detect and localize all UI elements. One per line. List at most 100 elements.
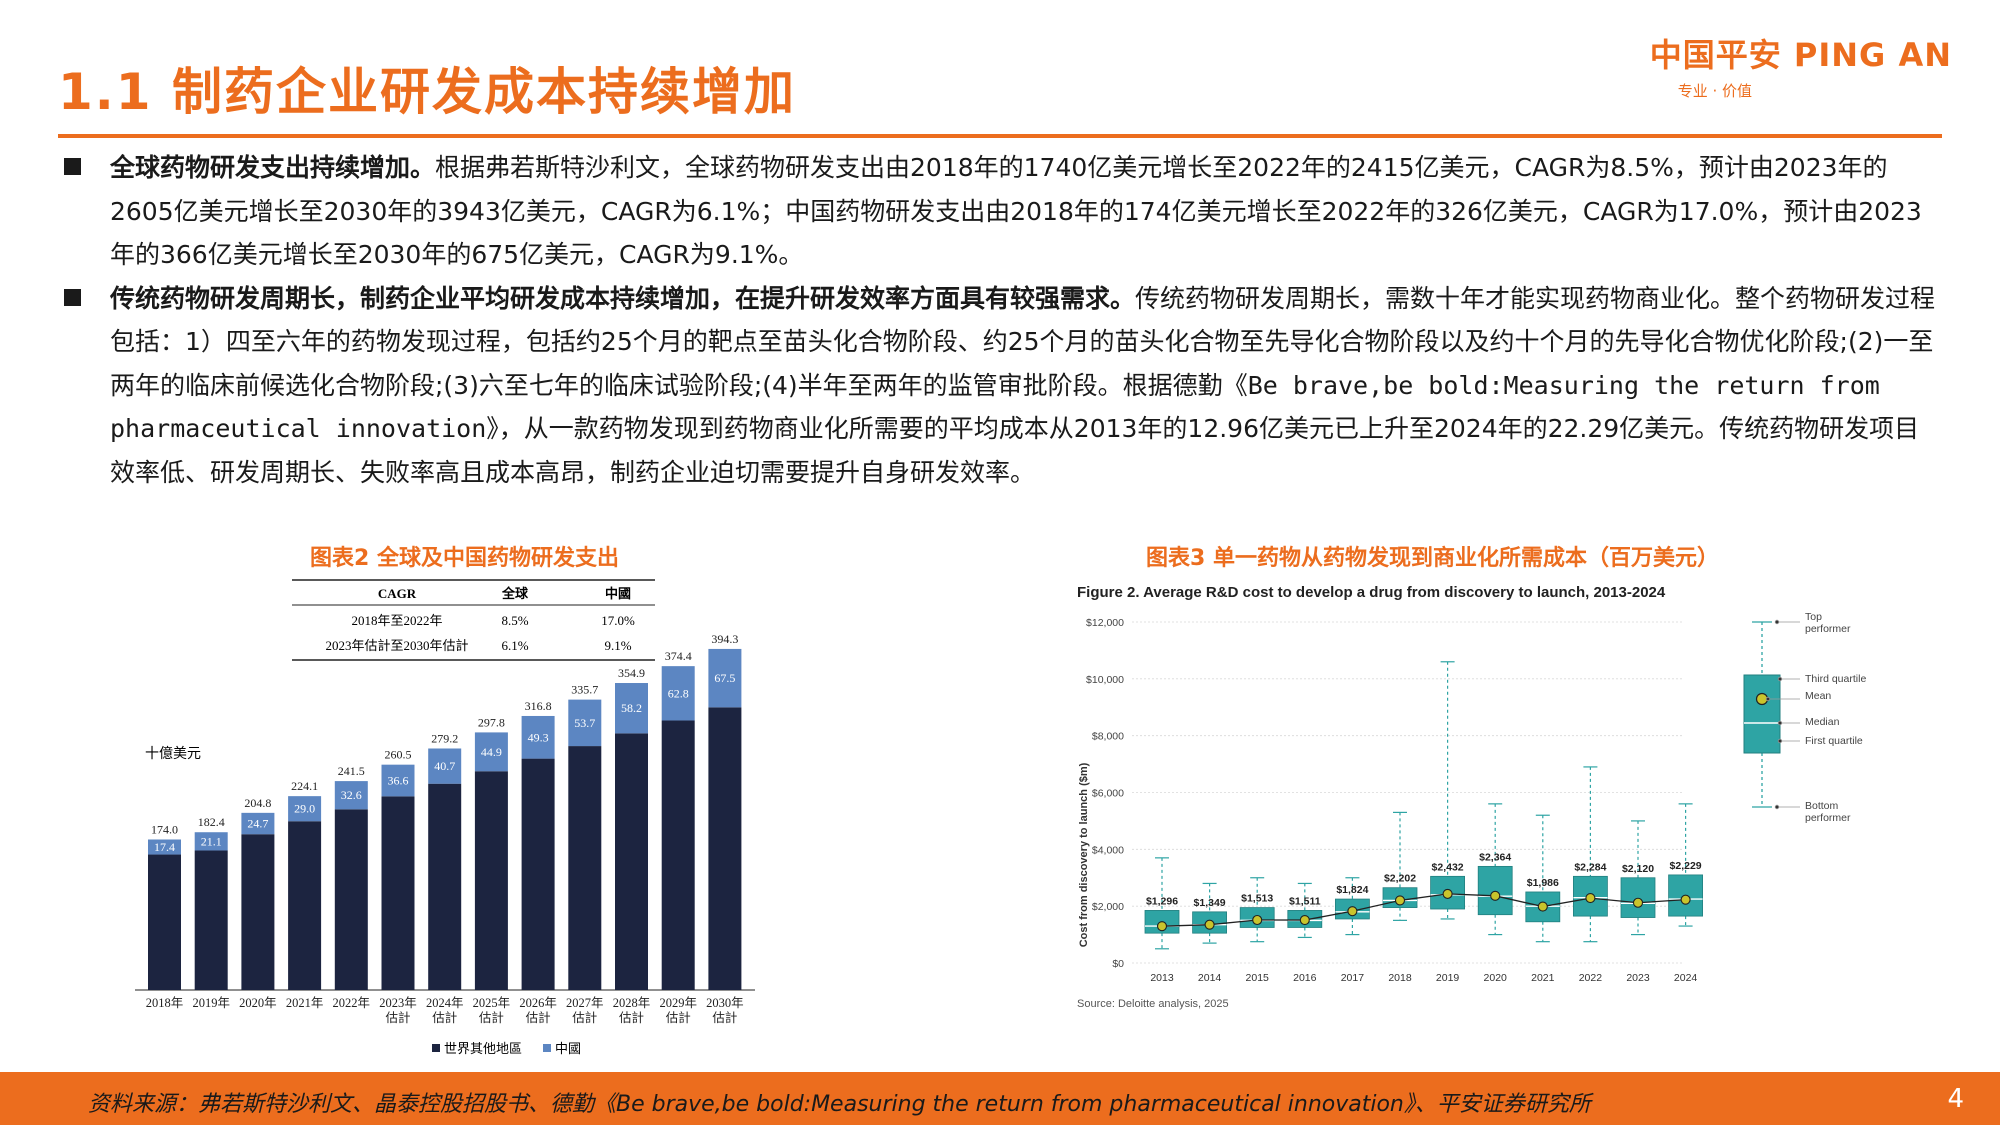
bar-total-label: 297.8 xyxy=(478,715,505,729)
x-tick-label: 2021年 xyxy=(286,996,324,1010)
footer-source: 资料来源：弗若斯特沙利文、晶泰控股招股书、德勤《Be brave,be bold… xyxy=(88,1092,1591,1117)
chart-title: Figure 2. Average R&D cost to develop a … xyxy=(1077,584,1666,601)
mean-point xyxy=(1347,906,1358,917)
mean-point xyxy=(1680,894,1691,905)
x-tick-label: 2019年 xyxy=(192,996,230,1010)
page-title: 1.1 制药企业研发成本持续增加 xyxy=(58,63,796,121)
mean-point xyxy=(1442,888,1453,899)
mean-value-label: $1,513 xyxy=(1241,893,1273,905)
drug-cost-box-plot: Figure 2. Average R&D cost to develop a … xyxy=(1077,584,1866,1010)
bar-china xyxy=(334,781,368,810)
mean-point xyxy=(1156,921,1168,932)
cagr-row-1-label: 2018年至2022年 xyxy=(351,613,442,628)
mean-value-label: $2,229 xyxy=(1670,860,1702,872)
bar-china xyxy=(381,764,415,797)
legend-swatch-rest xyxy=(432,1044,440,1052)
bar-total-label: 204.8 xyxy=(244,796,271,810)
bar-total-label: 394.3 xyxy=(711,632,738,646)
x-tick-label: 2028年 xyxy=(613,996,651,1010)
mean-value-label: $1,511 xyxy=(1289,895,1321,907)
key-top-performer: performer xyxy=(1805,623,1851,635)
x-tick-label: 2022 xyxy=(1579,972,1603,984)
mean-point xyxy=(1585,893,1596,904)
legend: 世界其他地區 中國 xyxy=(432,1041,581,1056)
bullet-1: 全球药物研发支出持续增加。根据弗若斯特沙利文，全球药物研发支出由2018年的17… xyxy=(60,146,1940,277)
bar-total-label: 174.0 xyxy=(151,822,178,836)
y-tick-label: $6,000 xyxy=(1092,788,1124,800)
x-tick-label: 2019 xyxy=(1436,972,1460,984)
bar-china-label: 62.8 xyxy=(668,686,689,700)
bullet-1-text: 根据弗若斯特沙利文，全球药物研发支出由2018年的1740亿美元增长至2022年… xyxy=(110,153,1922,269)
bar-total-label: 374.4 xyxy=(665,649,692,663)
title-rule xyxy=(58,134,1942,138)
y-unit-label: 十億美元 xyxy=(145,746,201,762)
mean-value-label: $1,986 xyxy=(1527,877,1559,889)
logo: 中国平安 PING AN 专业 · 价值 xyxy=(1650,30,1952,101)
legend-label-rest: 世界其他地區 xyxy=(444,1041,522,1056)
x-tick-label-sub: 估計 xyxy=(712,1010,737,1025)
logo-main: 中国平安 PING AN xyxy=(1649,36,1952,74)
x-tick-label-sub: 估計 xyxy=(619,1010,644,1025)
key-mean: Mean xyxy=(1805,690,1831,702)
x-tick-label: 2024 xyxy=(1674,972,1698,984)
bar-china-label: 36.6 xyxy=(388,773,409,787)
bar-china-label: 29.0 xyxy=(294,802,315,816)
cagr-row-2-china: 9.1% xyxy=(604,638,631,653)
bar-rest-of-world xyxy=(148,854,181,990)
bar-china xyxy=(474,732,508,772)
mean-point xyxy=(1537,901,1548,912)
legend-label-china: 中國 xyxy=(555,1041,581,1056)
fig2-caption: 图表2 全球及中国药物研发支出 xyxy=(310,546,619,571)
bar-rest-of-world xyxy=(615,733,648,990)
bar-rest-of-world xyxy=(521,758,555,990)
x-tick-label: 2024年 xyxy=(426,996,464,1010)
x-tick-label: 2023年 xyxy=(379,996,417,1010)
cagr-row-2-label: 2023年估計至2030年估計 xyxy=(325,638,468,653)
mean-point xyxy=(1394,895,1406,906)
bar-china xyxy=(428,748,462,784)
fig3-caption: 图表3 单一药物从药物发现到商业化所需成本（百万美元） xyxy=(1146,546,1719,571)
x-tick-label: 2021 xyxy=(1531,972,1555,984)
x-tick-label: 2020 xyxy=(1484,972,1508,984)
x-tick-label: 2016 xyxy=(1293,972,1317,984)
mean-value-label: $1,349 xyxy=(1194,897,1226,909)
bar-china-label: 21.1 xyxy=(201,834,222,848)
x-tick-label-sub: 估計 xyxy=(432,1010,457,1025)
mean-trend-line xyxy=(1161,893,1686,927)
rd-spending-bar-chart: CAGR 全球 中國 2018年至2022年 8.5% 17.0% 2023年估… xyxy=(135,579,755,1056)
bar-rest-of-world xyxy=(194,850,228,990)
x-tick-label: 2025年 xyxy=(473,996,511,1010)
bar-china xyxy=(148,839,181,855)
key-first-quartile: First quartile xyxy=(1805,735,1863,747)
y-tick-label: $4,000 xyxy=(1092,844,1124,856)
bar-china xyxy=(615,683,648,734)
bullet-2-text-cont: ，从一款药物发现到药物商业化所需要的平均成本从2013年的12.96亿美元已上升… xyxy=(110,414,1920,487)
key-bottom: Bottom xyxy=(1805,800,1839,812)
cagr-row-2-global: 6.1% xyxy=(501,638,528,653)
logo-slogan: 专业 · 价值 xyxy=(1677,82,1752,100)
x-tick-label: 2029年 xyxy=(659,996,697,1010)
bar-china-label: 17.4 xyxy=(154,840,175,854)
y-tick-label: $10,000 xyxy=(1086,674,1124,686)
cagr-header: CAGR xyxy=(378,586,417,601)
bullet-1-heading: 全球药物研发支出持续增加。 xyxy=(110,153,436,182)
x-tick-label-sub: 估計 xyxy=(666,1010,691,1025)
box-key: Top performer Third quartile Mean Median… xyxy=(1743,611,1866,824)
legend-swatch-china xyxy=(543,1044,551,1052)
mean-point xyxy=(1632,897,1644,908)
bar-china-label: 49.3 xyxy=(528,730,549,744)
mean-point xyxy=(1204,919,1215,930)
bar-total-label: 335.7 xyxy=(571,683,598,697)
x-tick-label: 2020年 xyxy=(239,996,277,1010)
bar-china xyxy=(661,666,695,721)
key-median: Median xyxy=(1805,716,1840,728)
mean-value-label: $1,824 xyxy=(1336,884,1368,896)
key-third-quartile: Third quartile xyxy=(1805,673,1866,685)
bar-total-label: 279.2 xyxy=(431,731,458,745)
x-tick-label: 2013 xyxy=(1150,972,1174,984)
bar-china xyxy=(708,648,742,708)
mean-value-label: $1,296 xyxy=(1146,895,1178,907)
bar-china-label: 40.7 xyxy=(434,759,455,773)
bar-rest-of-world xyxy=(428,783,462,990)
bar-total-label: 260.5 xyxy=(385,748,412,762)
